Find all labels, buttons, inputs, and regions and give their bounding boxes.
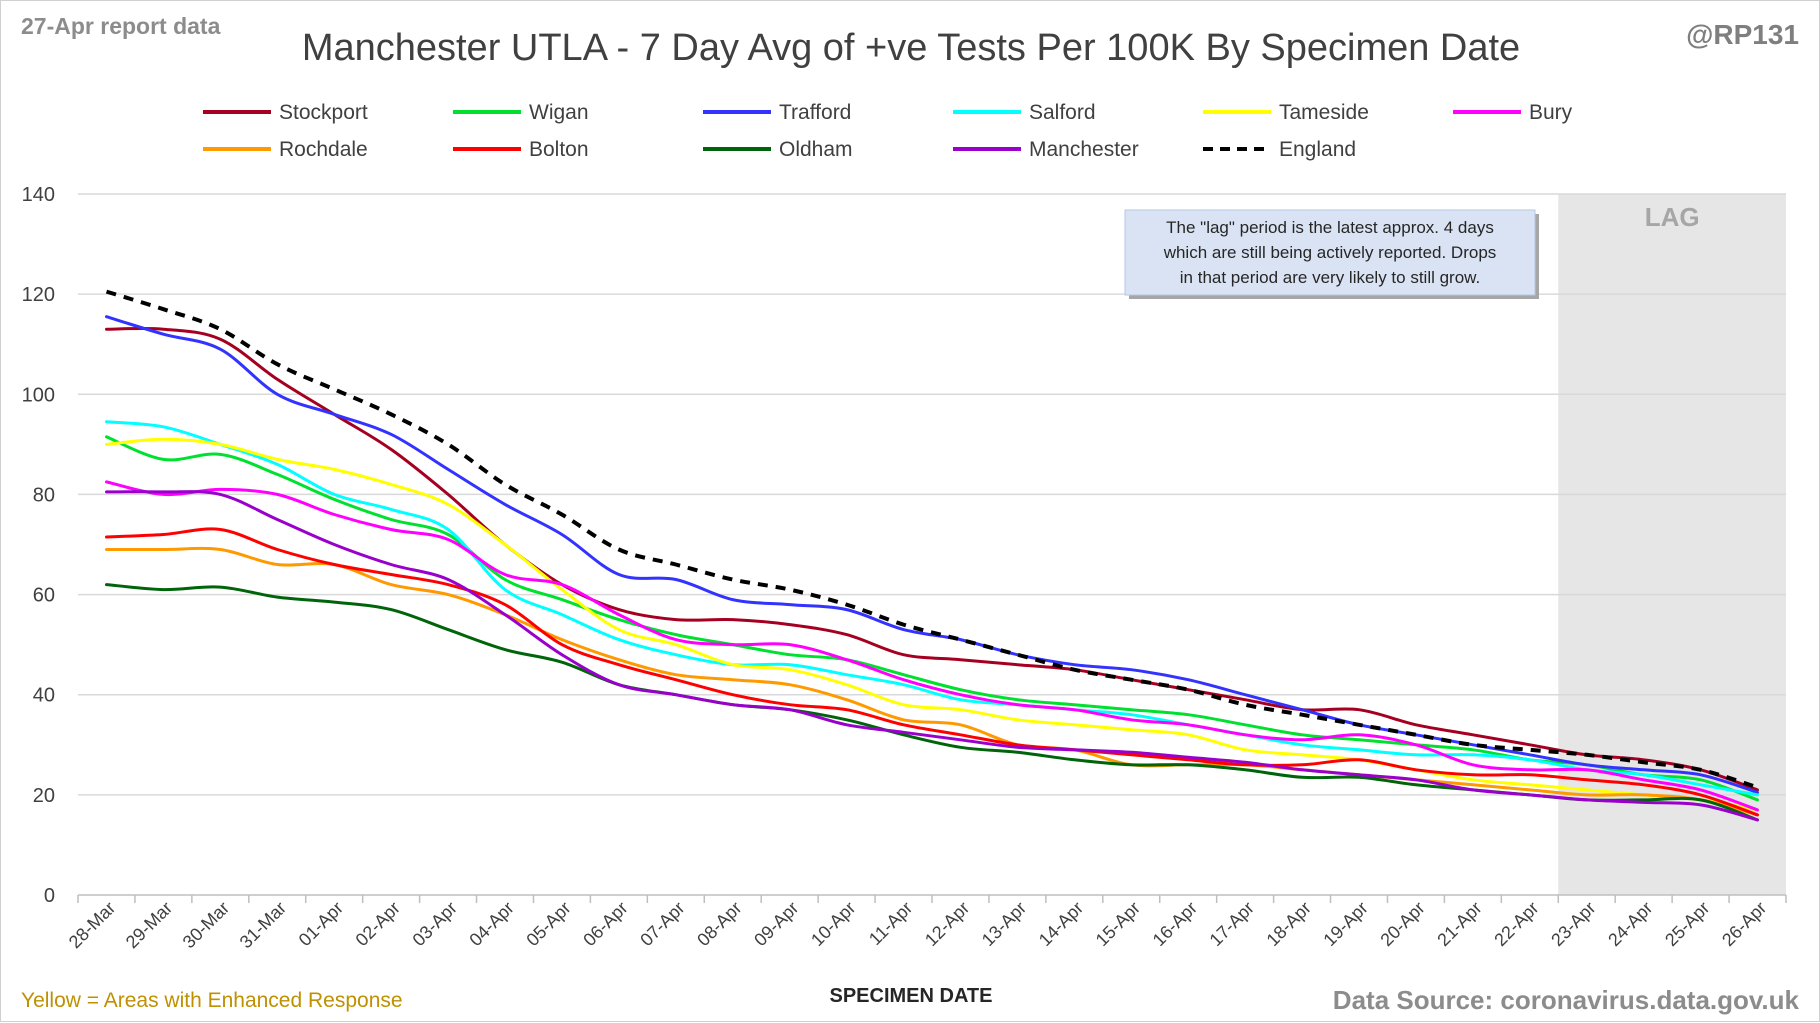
x-tick-label: 10-Apr xyxy=(807,898,859,950)
x-tick-label: 20-Apr xyxy=(1376,898,1428,950)
data-source-label: Data Source: coronavirus.data.gov.uk xyxy=(1332,985,1799,1015)
annotation-text-line: The "lag" period is the latest approx. 4… xyxy=(1166,218,1494,237)
x-tick-label: 07-Apr xyxy=(636,898,688,950)
x-tick-label: 12-Apr xyxy=(921,898,973,950)
x-tick-label: 18-Apr xyxy=(1263,898,1315,950)
x-tick-label: 15-Apr xyxy=(1092,898,1144,950)
series-line-bury xyxy=(105,480,1759,812)
x-tick-label: 21-Apr xyxy=(1433,898,1485,950)
x-tick-label: 13-Apr xyxy=(978,898,1030,950)
x-tick-label: 02-Apr xyxy=(352,898,404,950)
legend-label: Trafford xyxy=(779,101,851,124)
y-tick-label: 140 xyxy=(22,184,55,206)
series-line-england xyxy=(105,289,1759,790)
legend-label: Manchester xyxy=(1029,138,1139,161)
x-tick-label: 19-Apr xyxy=(1319,898,1371,950)
legend-label: Bury xyxy=(1529,101,1573,124)
x-tick-label: 14-Apr xyxy=(1035,898,1087,950)
x-tick-label: 08-Apr xyxy=(693,898,745,950)
annotation-box xyxy=(1124,209,1536,296)
x-tick-label: 16-Apr xyxy=(1149,898,1201,950)
x-tick-label: 22-Apr xyxy=(1490,898,1542,950)
x-tick-label: 29-Mar xyxy=(122,898,176,952)
y-tick-label: 60 xyxy=(33,585,55,607)
x-tick-label: 17-Apr xyxy=(1206,898,1258,950)
x-tick-label: 24-Apr xyxy=(1604,898,1656,950)
legend-label: Oldham xyxy=(779,138,853,161)
x-tick-label: 01-Apr xyxy=(295,898,347,950)
x-tick-label: 09-Apr xyxy=(750,898,802,950)
x-tick-label: 28-Mar xyxy=(65,898,119,952)
y-tick-label: 20 xyxy=(33,785,55,807)
x-tick-label: 25-Apr xyxy=(1661,898,1713,950)
report-date-label: 27-Apr report data xyxy=(21,13,221,39)
series-line-trafford xyxy=(105,315,1759,794)
x-tick-label: 30-Mar xyxy=(179,898,233,952)
legend-label: Rochdale xyxy=(279,138,368,161)
legend-label: England xyxy=(1279,138,1356,161)
x-tick-label: 11-Apr xyxy=(865,898,916,949)
lag-label: LAG xyxy=(1645,202,1700,232)
annotation-text-line: in that period are very likely to still … xyxy=(1180,268,1480,287)
enhanced-response-note: Yellow = Areas with Enhanced Response xyxy=(21,989,403,1012)
series-line-manchester xyxy=(105,490,1759,822)
legend-label: Stockport xyxy=(279,101,368,124)
series-line-wigan xyxy=(105,435,1759,802)
legend-label: Wigan xyxy=(529,101,589,124)
x-tick-label: 06-Apr xyxy=(579,898,631,950)
x-tick-label: 23-Apr xyxy=(1547,898,1599,950)
legend-label: Bolton xyxy=(529,138,589,161)
x-tick-label: 26-Apr xyxy=(1718,898,1770,950)
series-line-stockport xyxy=(105,326,1759,792)
legend-label: Salford xyxy=(1029,101,1096,124)
x-tick-label: 03-Apr xyxy=(409,898,461,950)
y-tick-label: 100 xyxy=(22,384,55,406)
series-line-tameside xyxy=(105,437,1759,812)
chart-title: Manchester UTLA - 7 Day Avg of +ve Tests… xyxy=(301,27,1521,69)
annotation-text-line: which are still being actively reported.… xyxy=(1163,243,1497,262)
y-tick-label: 120 xyxy=(22,284,55,306)
series-line-bolton xyxy=(105,527,1759,817)
x-axis-title: SPECIMEN DATE xyxy=(829,985,993,1007)
series-line-rochdale xyxy=(105,546,1759,817)
y-tick-label: 40 xyxy=(33,685,55,707)
series-line-salford xyxy=(105,420,1759,797)
legend-label: Tameside xyxy=(1279,101,1369,124)
x-tick-label: 05-Apr xyxy=(522,898,574,950)
author-handle: @RP131 xyxy=(1686,19,1799,50)
y-tick-label: 0 xyxy=(44,885,55,907)
x-tick-label: 31-Mar xyxy=(236,898,290,952)
y-tick-label: 80 xyxy=(33,484,55,506)
x-tick-label: 04-Apr xyxy=(465,898,517,950)
